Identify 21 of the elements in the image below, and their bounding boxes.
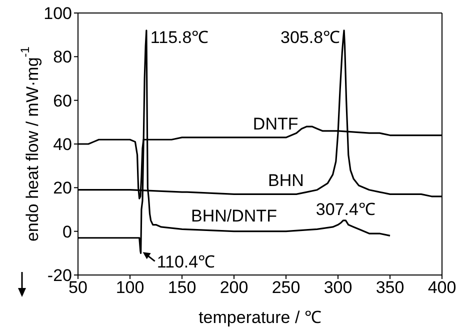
x-tick-label: 150: [168, 278, 196, 298]
annotation: 305.8℃: [280, 28, 340, 47]
series-label: BHN/DNTF: [191, 206, 277, 226]
y-tick-label: 20: [53, 178, 72, 198]
x-tick-label: 200: [220, 278, 248, 298]
annotation: 110.4℃: [156, 252, 216, 272]
y-tick-label: 0: [62, 222, 72, 242]
y-tick-label: 100: [44, 4, 72, 24]
y-tick-label: 80: [53, 48, 72, 67]
annotation: 307.4℃: [316, 200, 376, 219]
y-tick-label: 60: [53, 91, 72, 110]
x-axis-title: temperature / ℃: [198, 308, 322, 327]
x-tick-label: 250: [272, 278, 300, 298]
x-tick-label: 300: [324, 278, 352, 298]
y-tick-label: 40: [53, 135, 72, 154]
annotation: 115.8℃: [150, 28, 209, 47]
x-tick-label: 100: [116, 278, 144, 298]
x-tick-label: 350: [376, 278, 404, 298]
series-label: BHN: [268, 171, 304, 190]
x-tick-label: 400: [428, 278, 456, 298]
series-label: DNTF: [252, 114, 298, 134]
